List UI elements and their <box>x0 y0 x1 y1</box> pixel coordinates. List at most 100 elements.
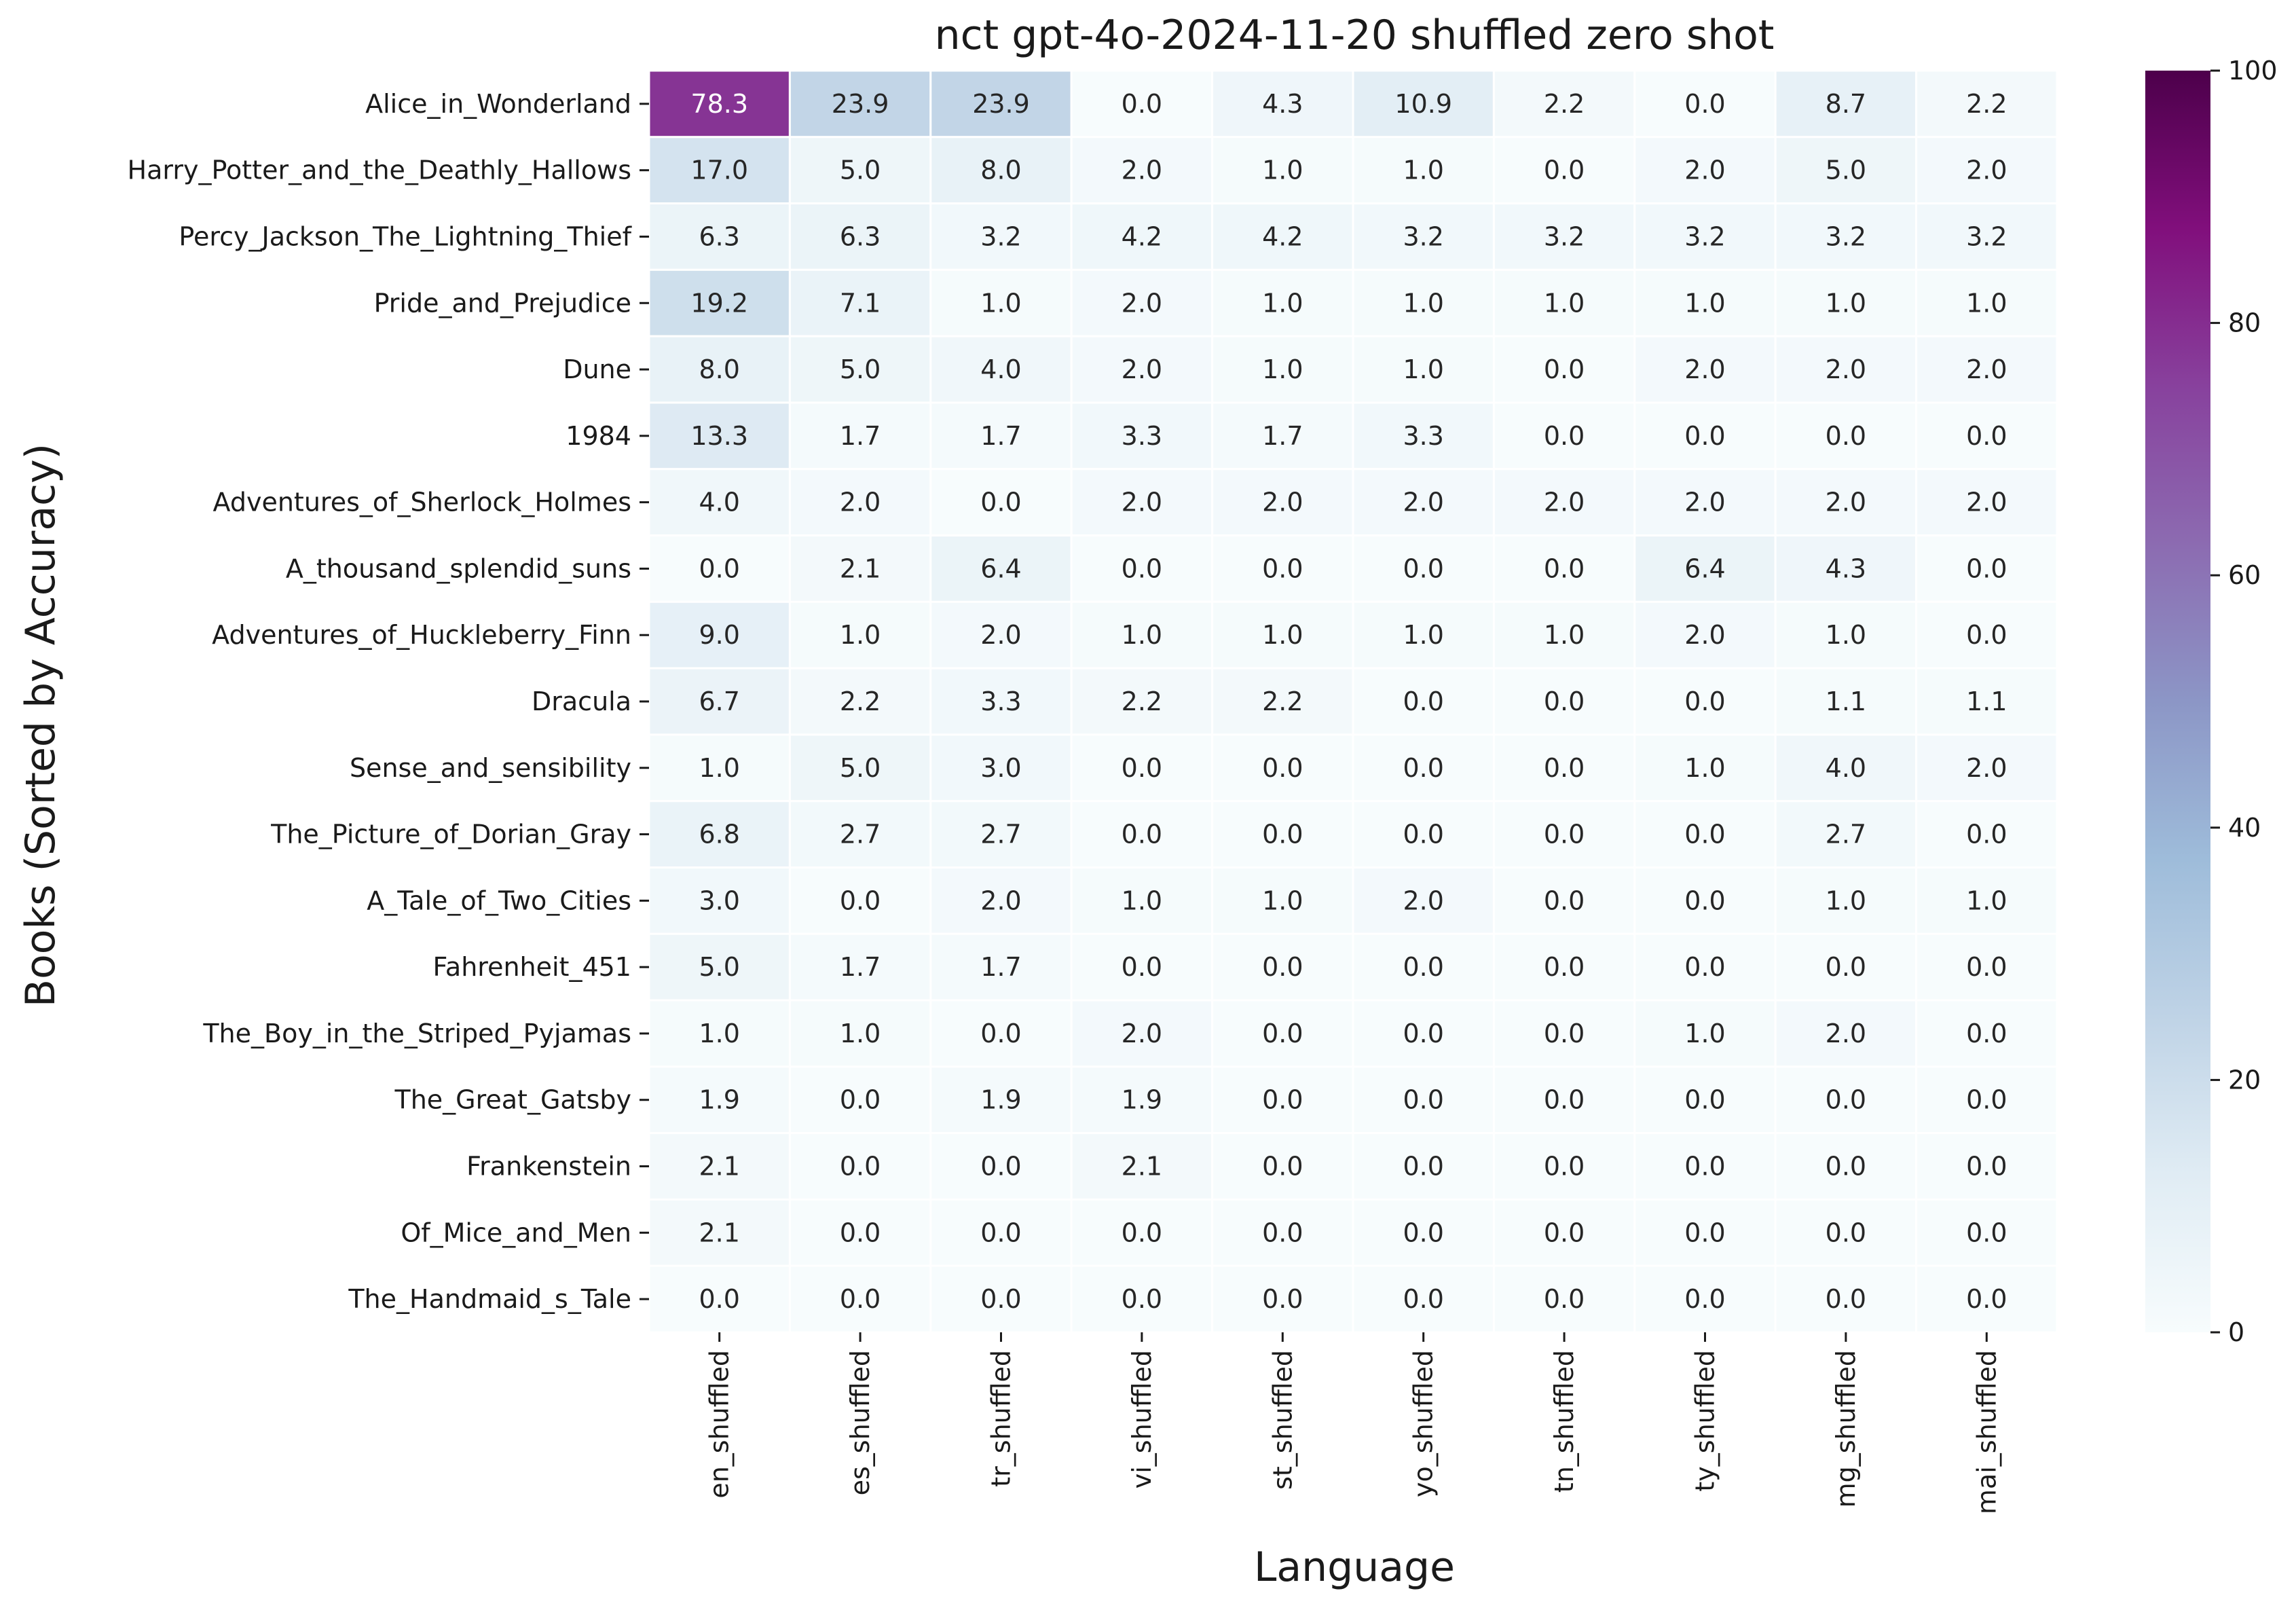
heatmap-cell <box>788 69 932 139</box>
cell-value-label: 0.0 <box>980 1284 1021 1314</box>
heatmap-cell <box>788 600 932 670</box>
heatmap-cell <box>1492 733 1636 803</box>
heatmap-cell <box>1915 932 2058 1002</box>
cell-value-label: 2.0 <box>1826 354 1866 384</box>
cell-value-label: 6.3 <box>699 221 739 251</box>
cell-value-label: 1.7 <box>840 421 881 451</box>
cell-value-label: 2.0 <box>1684 354 1725 384</box>
cell-value-label: 1.0 <box>1826 620 1866 650</box>
heatmap-cell <box>1774 999 1918 1068</box>
cell-value-label: 2.0 <box>1966 354 2007 384</box>
y-tick-label: Alice_in_Wonderland <box>365 89 631 119</box>
cell-value-label: 8.0 <box>980 156 1021 185</box>
cell-value-label: 5.0 <box>1826 156 1866 185</box>
cell-value-label: 2.7 <box>980 820 1021 849</box>
cell-value-label: 0.0 <box>1684 1152 1725 1182</box>
x-axis-label: Language <box>1254 1543 1455 1591</box>
heatmap-cell <box>1633 733 1777 803</box>
cell-value-label: 0.0 <box>840 885 881 915</box>
cell-value-label: 0.0 <box>1684 820 1725 849</box>
y-tick-label: A_Tale_of_Two_Cities <box>367 885 631 915</box>
heatmap-cell <box>1070 733 1214 803</box>
heatmap-cell <box>1633 1132 1777 1201</box>
cell-value-label: 2.1 <box>840 553 881 583</box>
cell-value-label: 0.0 <box>1262 1218 1303 1247</box>
cell-value-label: 0.0 <box>1544 1218 1585 1247</box>
heatmap-cell <box>648 1065 791 1135</box>
heatmap-cell <box>1211 667 1354 736</box>
cell-value-label: 0.0 <box>1966 1019 2007 1048</box>
x-tick-label: ty_shuffled <box>1690 1350 1720 1492</box>
heatmap-cell <box>1915 1198 2058 1267</box>
cell-value-label: 2.0 <box>1122 354 1162 384</box>
cell-value-label: 1.0 <box>1544 288 1585 318</box>
x-tick-label: yo_shuffled <box>1409 1350 1439 1497</box>
heatmap-cell <box>1774 268 1918 337</box>
cell-value-label: 0.0 <box>1966 1218 2007 1247</box>
cell-value-label: 1.0 <box>840 620 881 650</box>
cell-value-label: 0.0 <box>1544 553 1585 583</box>
x-tick-label: en_shuffled <box>705 1350 735 1499</box>
heatmap-cell <box>648 401 791 471</box>
cell-value-label: 6.3 <box>840 221 881 251</box>
heatmap-cell <box>1070 401 1214 471</box>
cell-value-label: 0.0 <box>980 1218 1021 1247</box>
cell-value-label: 1.0 <box>980 288 1021 318</box>
heatmap-cell <box>648 468 791 537</box>
y-axis-label: Books (Sorted by Accuracy) <box>17 443 64 1007</box>
cell-value-label: 4.3 <box>1826 553 1866 583</box>
cell-value-label: 5.0 <box>840 156 881 185</box>
cell-value-label: 2.0 <box>840 488 881 517</box>
cell-value-label: 5.0 <box>699 952 739 982</box>
heatmap-cell <box>648 866 791 935</box>
cell-value-label: 23.9 <box>832 89 889 119</box>
cell-value-label: 0.0 <box>699 1284 739 1314</box>
x-tick-label: es_shuffled <box>845 1350 875 1495</box>
cell-value-label: 0.0 <box>1684 1218 1725 1247</box>
heatmap-cell <box>648 69 791 139</box>
cell-value-label: 2.0 <box>1966 156 2007 185</box>
cell-value-label: 1.9 <box>699 1085 739 1115</box>
cell-value-label: 5.0 <box>840 753 881 783</box>
cell-value-label: 0.0 <box>1544 354 1585 384</box>
heatmap-cell <box>788 136 932 205</box>
cell-value-label: 0.0 <box>1544 1284 1585 1314</box>
cell-value-label: 0.0 <box>1122 820 1162 849</box>
cell-value-label: 3.2 <box>1684 221 1725 251</box>
heatmap-cell <box>1352 866 1495 935</box>
heatmap-cell <box>1492 468 1636 537</box>
heatmap-cell <box>1070 866 1214 935</box>
heatmap-cell <box>1492 600 1636 670</box>
heatmap-cell <box>929 999 1073 1068</box>
cell-value-label: 0.0 <box>1826 952 1866 982</box>
cell-value-label: 0.0 <box>1966 553 2007 583</box>
y-tick-label: Of_Mice_and_Men <box>401 1218 631 1247</box>
cell-value-label: 7.1 <box>840 288 881 318</box>
heatmap-cell <box>1633 69 1777 139</box>
cell-value-label: 0.0 <box>1122 1284 1162 1314</box>
heatmap-cell <box>1211 999 1354 1068</box>
heatmap-cell <box>1915 1065 2058 1135</box>
x-axis-ticks: en_shuffled es_shuffled tr_shuffled vi_shuf… <box>705 1332 2001 1514</box>
heatmap-cell <box>1774 667 1918 736</box>
cell-value-label: 3.3 <box>980 687 1021 716</box>
cell-value-label: 0.0 <box>1403 1284 1443 1314</box>
cell-value-label: 0.0 <box>980 1152 1021 1182</box>
heatmap-cell <box>788 534 932 603</box>
cell-value-label: 2.1 <box>1122 1152 1162 1182</box>
cell-value-label: 1.0 <box>1684 1019 1725 1048</box>
cell-value-label: 2.0 <box>1684 156 1725 185</box>
heatmap-cell <box>1774 932 1918 1002</box>
cell-value-label: 6.4 <box>980 553 1021 583</box>
cell-value-label: 3.2 <box>1544 221 1585 251</box>
heatmap-cell <box>1774 468 1918 537</box>
heatmap-cell <box>1633 932 1777 1002</box>
cell-value-label: 1.0 <box>1403 288 1443 318</box>
cell-value-label: 1.7 <box>1262 421 1303 451</box>
heatmap-cell <box>1352 667 1495 736</box>
cell-value-label: 19.2 <box>690 288 748 318</box>
heatmap-cell <box>1352 1065 1495 1135</box>
cell-value-label: 0.0 <box>1684 885 1725 915</box>
heatmap-cell <box>788 202 932 271</box>
cell-value-label: 1.0 <box>1684 753 1725 783</box>
